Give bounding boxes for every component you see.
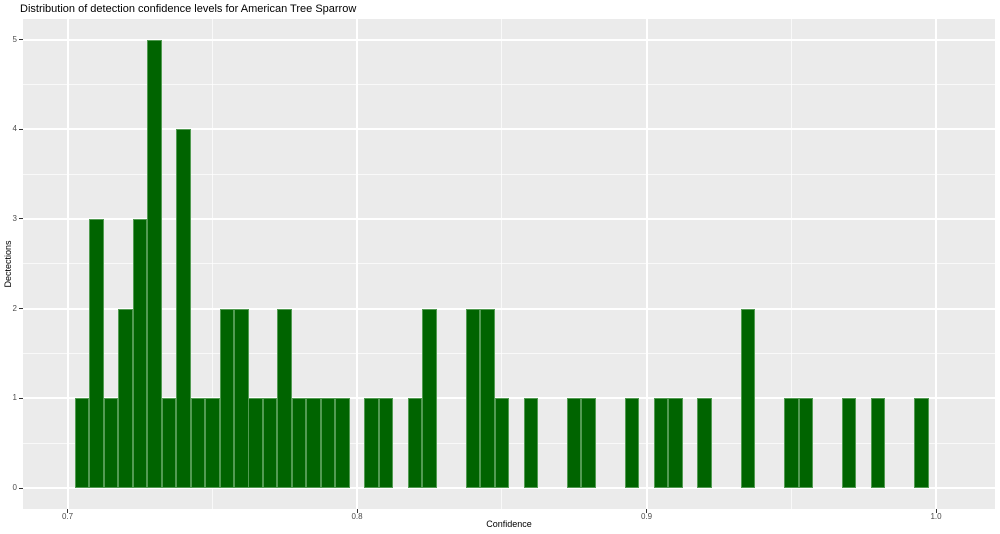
histogram-bar	[277, 308, 292, 488]
gridline-major-y	[23, 397, 995, 400]
y-tick-mark	[19, 39, 23, 40]
gridline-major-y	[23, 128, 995, 131]
plot-panel	[23, 19, 995, 509]
x-tick-mark	[67, 509, 68, 513]
histogram-bar	[624, 398, 640, 488]
y-tick-label: 3	[12, 213, 17, 223]
histogram-bar	[668, 398, 683, 488]
gridline-major-y	[23, 38, 995, 41]
y-tick-label: 1	[12, 393, 17, 403]
y-tick-label: 5	[12, 34, 17, 44]
histogram-bar	[306, 398, 321, 488]
histogram-bar	[219, 308, 234, 488]
x-axis-title: Confidence	[486, 519, 532, 529]
histogram-bar	[494, 398, 509, 488]
x-tick-label: 0.9	[640, 512, 653, 521]
x-tick-label: 0.8	[351, 512, 363, 521]
gridline-major-x	[356, 19, 358, 509]
gridline-major-x	[66, 19, 69, 509]
histogram-bar	[407, 398, 423, 488]
x-tick-mark	[935, 509, 937, 513]
histogram-bar	[523, 398, 538, 488]
histogram-bar	[378, 398, 394, 488]
y-axis-title: Dectections	[3, 240, 13, 288]
x-tick-mark	[356, 509, 358, 513]
histogram-bar	[697, 398, 712, 488]
histogram-bar	[161, 398, 177, 488]
histogram-bar	[480, 308, 495, 488]
histogram-bar	[205, 398, 220, 488]
histogram-bar	[89, 218, 104, 488]
histogram-bar	[176, 129, 191, 488]
gridline-minor-y	[23, 83, 995, 85]
gridline-minor-y	[23, 263, 995, 265]
histogram-bar	[190, 398, 205, 488]
gridline-major-y	[23, 307, 995, 310]
y-tick-mark	[19, 218, 23, 220]
histogram-bar	[784, 398, 799, 488]
y-tick-label: 4	[12, 124, 17, 134]
x-tick-mark	[646, 509, 647, 513]
histogram-bar	[740, 308, 756, 488]
histogram-bar	[103, 398, 119, 488]
gridline-minor-y	[23, 352, 995, 354]
histogram-bar	[147, 39, 162, 488]
histogram-bar	[118, 308, 133, 488]
y-tick-mark	[19, 397, 23, 399]
gridline-major-x	[935, 19, 937, 509]
gridline-major-x	[645, 19, 648, 509]
histogram-bar	[422, 308, 437, 488]
histogram-bar	[870, 398, 886, 488]
y-tick-mark	[19, 487, 23, 489]
histogram-bar	[798, 398, 813, 488]
histogram-bar	[914, 398, 929, 488]
histogram-bar	[653, 398, 669, 488]
x-tick-label: 1.0	[930, 512, 942, 521]
histogram-bar	[291, 398, 307, 488]
gridline-major-y	[23, 487, 995, 489]
x-tick-label: 0.7	[61, 512, 74, 521]
y-tick-label: 0	[12, 483, 17, 492]
chart-title: Distribution of detection confidence lev…	[20, 3, 357, 15]
gridline-major-y	[23, 217, 995, 220]
gridline-minor-y	[23, 173, 995, 175]
gridline-minor-y	[23, 442, 995, 444]
histogram-bar	[335, 398, 350, 488]
y-tick-label: 2	[12, 303, 17, 313]
histogram-bar	[581, 398, 596, 488]
histogram-bar	[74, 398, 90, 488]
histogram-bar	[841, 398, 857, 488]
y-tick-mark	[19, 128, 23, 130]
histogram-bar	[262, 398, 278, 488]
histogram-bar	[132, 218, 148, 488]
y-tick-mark	[19, 308, 23, 310]
histogram-bar	[566, 398, 582, 488]
histogram-bar	[320, 398, 336, 488]
histogram-bar	[465, 308, 481, 488]
histogram-bar	[234, 308, 249, 488]
histogram-bar	[364, 398, 379, 488]
histogram-bar	[248, 398, 263, 488]
